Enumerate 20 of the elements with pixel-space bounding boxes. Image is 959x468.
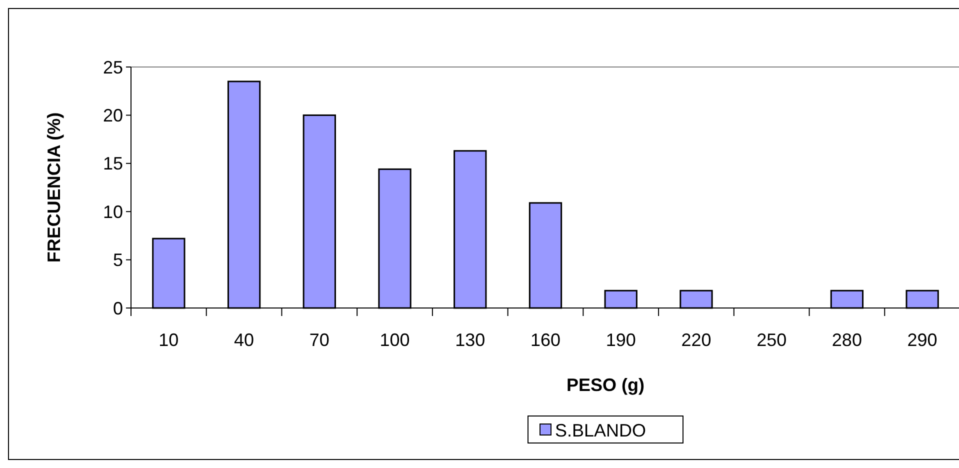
x-tick-label: 130 — [455, 330, 486, 350]
y-tick-label: 15 — [102, 154, 123, 174]
y-axis-title: FRECUENCIA (%) — [44, 112, 64, 263]
x-axis-title: PESO (g) — [566, 375, 645, 395]
x-tick-label: 250 — [756, 330, 787, 350]
x-tick-label: 10 — [158, 330, 179, 350]
y-tick-label: 10 — [102, 202, 123, 222]
x-tick-label: 40 — [234, 330, 254, 350]
y-tick-label: 25 — [102, 57, 123, 78]
x-tick-label: 220 — [681, 330, 712, 350]
y-tick-label: 0 — [112, 298, 123, 318]
y-tick-label: 20 — [102, 106, 123, 126]
x-tick-label: 190 — [606, 330, 636, 350]
x-tick-label: 280 — [832, 330, 862, 350]
x-tick-label: 290 — [907, 330, 938, 350]
legend-label: S.BLANDO — [555, 420, 646, 440]
x-tick-label: 160 — [530, 330, 561, 350]
x-tick-label: 70 — [309, 330, 330, 350]
y-tick-label: 5 — [112, 250, 123, 270]
x-tick-label: 100 — [380, 330, 410, 350]
